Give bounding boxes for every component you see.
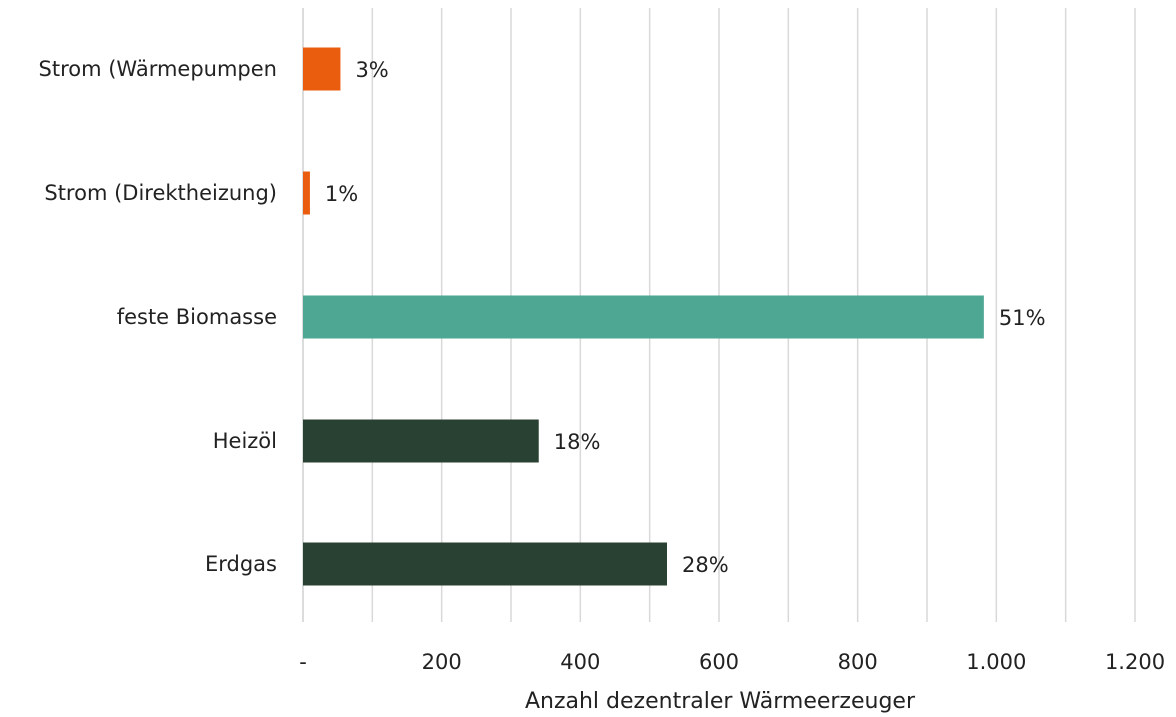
- x-tick-label: 1.200: [1105, 650, 1165, 674]
- category-label: Strom (Wärmepumpen: [39, 57, 278, 81]
- data-label: 1%: [325, 182, 358, 206]
- data-label: 51%: [999, 306, 1046, 330]
- category-label: feste Biomasse: [117, 305, 277, 329]
- labels-layer: Strom (Wärmepumpen 3% Strom (Direktheizung…: [39, 57, 1046, 577]
- x-tick-label: 800: [838, 650, 878, 674]
- bars-layer: [303, 47, 984, 586]
- bar: [303, 171, 310, 215]
- ticks-layer: - 200 400 600 800 1.000 1.200: [299, 650, 1165, 674]
- category-label: Strom (Direktheizung): [44, 181, 277, 205]
- data-label: 3%: [355, 58, 388, 82]
- x-tick-label: 200: [422, 650, 462, 674]
- x-tick-label: 600: [699, 650, 739, 674]
- x-tick-label: -: [299, 650, 307, 674]
- x-tick-label: 1.000: [966, 650, 1026, 674]
- x-axis-title: Anzahl dezentraler Wärmeerzeuger: [525, 689, 916, 714]
- bar: [303, 47, 341, 91]
- data-label: 18%: [554, 430, 601, 454]
- category-label: Erdgas: [205, 552, 277, 576]
- bar: [303, 295, 984, 339]
- bar: [303, 419, 539, 463]
- bar: [303, 542, 667, 586]
- x-tick-label: 400: [560, 650, 600, 674]
- data-label: 28%: [682, 553, 729, 577]
- category-label: Heizöl: [213, 429, 277, 453]
